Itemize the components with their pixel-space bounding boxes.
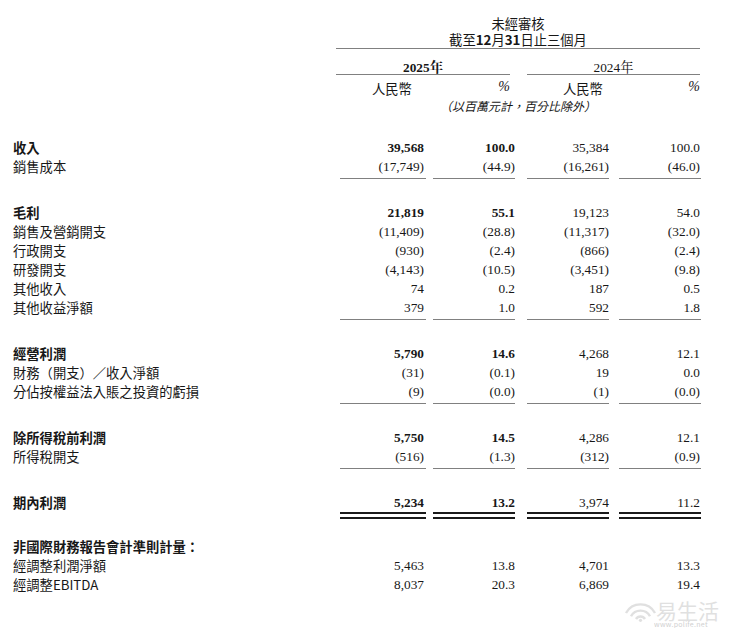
svg-text:易生活: 易生活 [656, 595, 719, 622]
